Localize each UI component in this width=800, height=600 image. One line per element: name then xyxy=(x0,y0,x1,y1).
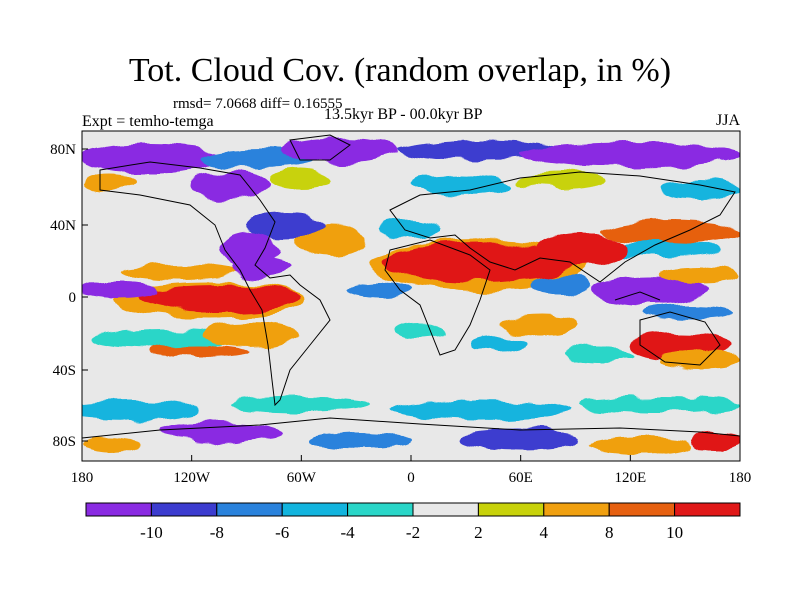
coastline-antarctica xyxy=(82,417,740,439)
field-region xyxy=(380,218,440,238)
colorbar-swatch xyxy=(216,502,283,517)
colorbar-swatch xyxy=(477,502,545,517)
colorbar-label: 4 xyxy=(540,523,549,542)
colorbar-swatch xyxy=(281,502,349,517)
colorbar: -10 -8 -6 -4 -2 2 4 8 10 xyxy=(85,502,741,542)
lon-label: 180 xyxy=(71,470,94,486)
coastline-australia xyxy=(639,311,721,366)
lon-label: 120W xyxy=(173,470,211,486)
field-region xyxy=(150,346,250,358)
field-region xyxy=(660,352,740,368)
field-region xyxy=(645,304,735,320)
field-region xyxy=(565,347,635,363)
field-region xyxy=(82,437,140,453)
coastline-eurasia xyxy=(389,171,736,283)
field-region xyxy=(82,282,160,298)
field-region xyxy=(82,174,138,190)
field-region xyxy=(530,275,590,295)
field-region xyxy=(660,267,740,283)
colorbar-label: 10 xyxy=(666,523,683,542)
field-region xyxy=(590,276,710,304)
field-region xyxy=(600,242,720,258)
longitude-axis: 180 120W 60W 0 60E 120E 180 xyxy=(71,455,752,486)
lon-label: 60E xyxy=(509,470,533,486)
field-region xyxy=(90,330,230,350)
coastline-africa xyxy=(384,239,491,356)
field-region xyxy=(230,258,290,278)
field-region xyxy=(230,397,370,413)
lat-label: 80S xyxy=(53,434,76,450)
colorbar-label: 2 xyxy=(474,523,483,542)
field-region xyxy=(280,138,400,162)
lat-label: 40N xyxy=(50,218,76,234)
field-region xyxy=(125,264,235,280)
lat-label: 0 xyxy=(69,290,77,306)
field-region xyxy=(200,323,300,347)
field-region xyxy=(460,430,580,450)
colorbar-swatch xyxy=(608,502,676,517)
colorbar-label: 8 xyxy=(605,523,614,542)
field-region xyxy=(410,175,510,195)
colorbar-label: -4 xyxy=(341,523,356,542)
field-region xyxy=(600,220,740,244)
period-label: 13.5kyr BP - 00.0kyr BP xyxy=(324,106,483,123)
colorbar-label: -10 xyxy=(140,523,163,542)
colorbar-label: -2 xyxy=(406,523,420,542)
field-region xyxy=(310,432,410,448)
lat-label: 40S xyxy=(53,363,76,379)
coastline-maritime xyxy=(614,291,661,301)
field-region xyxy=(660,180,740,200)
season-label: JJA xyxy=(715,112,740,129)
field-region xyxy=(270,170,330,190)
field-region xyxy=(500,315,580,335)
field-region xyxy=(395,322,445,338)
colorbar-swatch xyxy=(150,502,218,517)
field-region xyxy=(82,400,200,420)
field-region xyxy=(535,234,625,266)
field-region xyxy=(630,331,730,359)
field-region xyxy=(590,437,690,453)
experiment-label: Expt = temho-temga xyxy=(82,113,214,130)
colorbar-swatch xyxy=(412,502,479,517)
field-region xyxy=(350,282,410,298)
field-region xyxy=(190,171,270,199)
field-region xyxy=(580,397,740,413)
colorbar-swatch xyxy=(347,502,414,517)
lon-label: 0 xyxy=(407,470,415,486)
coastline-greenland xyxy=(289,134,351,161)
field-region xyxy=(82,144,220,172)
field-region xyxy=(140,285,300,311)
colorbar-swatch xyxy=(543,502,610,517)
lon-label: 120E xyxy=(614,470,646,486)
coastline-americas xyxy=(99,161,331,407)
map-title: Tot. Cloud Cov. (random overlap, in %) xyxy=(128,52,672,89)
field-region xyxy=(160,422,280,442)
lon-label: 180 xyxy=(729,470,752,486)
colorbar-label: -8 xyxy=(210,523,224,542)
field-region xyxy=(520,143,740,167)
field-region xyxy=(245,213,325,237)
colorbar-swatch xyxy=(85,502,152,517)
field-region xyxy=(470,337,530,353)
cloud-anomaly-field xyxy=(82,131,740,461)
colorbar-swatch xyxy=(674,502,741,517)
colorbar-label: -6 xyxy=(275,523,289,542)
lon-label: 60W xyxy=(287,470,317,486)
latitude-axis: 80N 40N 0 40S 80S xyxy=(50,142,88,450)
coastlines xyxy=(82,134,740,439)
stats-label: rmsd= 7.0668 diff= 0.16555 xyxy=(173,96,343,112)
field-region xyxy=(390,400,570,420)
lat-label: 80N xyxy=(50,142,76,158)
